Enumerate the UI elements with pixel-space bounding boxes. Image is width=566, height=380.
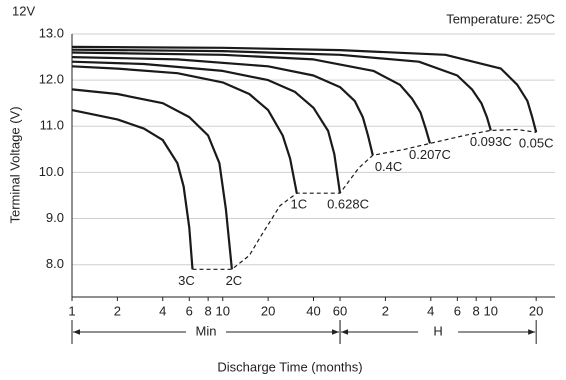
series-line (71, 56, 374, 156)
cutoff-line (192, 128, 537, 270)
x-tick-label: 2 (114, 303, 121, 318)
x-tick-label: 8 (473, 303, 480, 318)
x-tick-label: 2 (382, 303, 389, 318)
series-label: 0.207C (409, 147, 451, 162)
unit-label: 12V (12, 3, 35, 18)
series-label: 0.05C (519, 136, 554, 151)
region-label: H (433, 323, 442, 338)
x-tick-label: 10 (484, 303, 498, 318)
x-tick-label: 8 (205, 303, 212, 318)
series-label: 2C (226, 273, 243, 288)
y-tick-label: 9.0 (46, 210, 64, 225)
x-tick-label: 10 (216, 303, 230, 318)
y-axis-title: Terminal Voltage (V) (7, 106, 22, 223)
series-line (71, 109, 194, 270)
series-line (71, 65, 298, 194)
y-tick-label: 13.0 (39, 25, 64, 40)
series-label: 1C (291, 197, 308, 212)
series-line (71, 60, 342, 194)
x-tick-label: 4 (159, 303, 166, 318)
x-tick-label: 6 (186, 303, 193, 318)
series-label: 3C (178, 273, 195, 288)
x-tick-label: 6 (454, 303, 461, 318)
x-tick-label: 1 (68, 303, 75, 318)
x-tick-label: 20 (529, 303, 543, 318)
x-tick-label: 4 (427, 303, 434, 318)
x-tick-label: 20 (261, 303, 275, 318)
x-tick-label: 40 (306, 303, 320, 318)
series-line (71, 88, 233, 270)
series-label: 0.093C (470, 134, 512, 149)
series-label: 0.4C (375, 159, 402, 174)
x-tick-label: 60 (333, 303, 347, 318)
series-label: 0.628C (327, 197, 369, 212)
y-tick-label: 10.0 (39, 164, 64, 179)
annotation: Temperature: 25ºC (446, 11, 555, 26)
series-line (71, 45, 538, 133)
x-axis-title: Discharge Time (months) (217, 359, 362, 374)
y-tick-label: 12.0 (39, 72, 64, 87)
y-tick-label: 11.0 (40, 118, 64, 133)
series-line (71, 51, 432, 144)
y-tick-label: 8.0 (46, 256, 64, 271)
series-line (71, 48, 492, 131)
region-label: Min (196, 323, 217, 338)
